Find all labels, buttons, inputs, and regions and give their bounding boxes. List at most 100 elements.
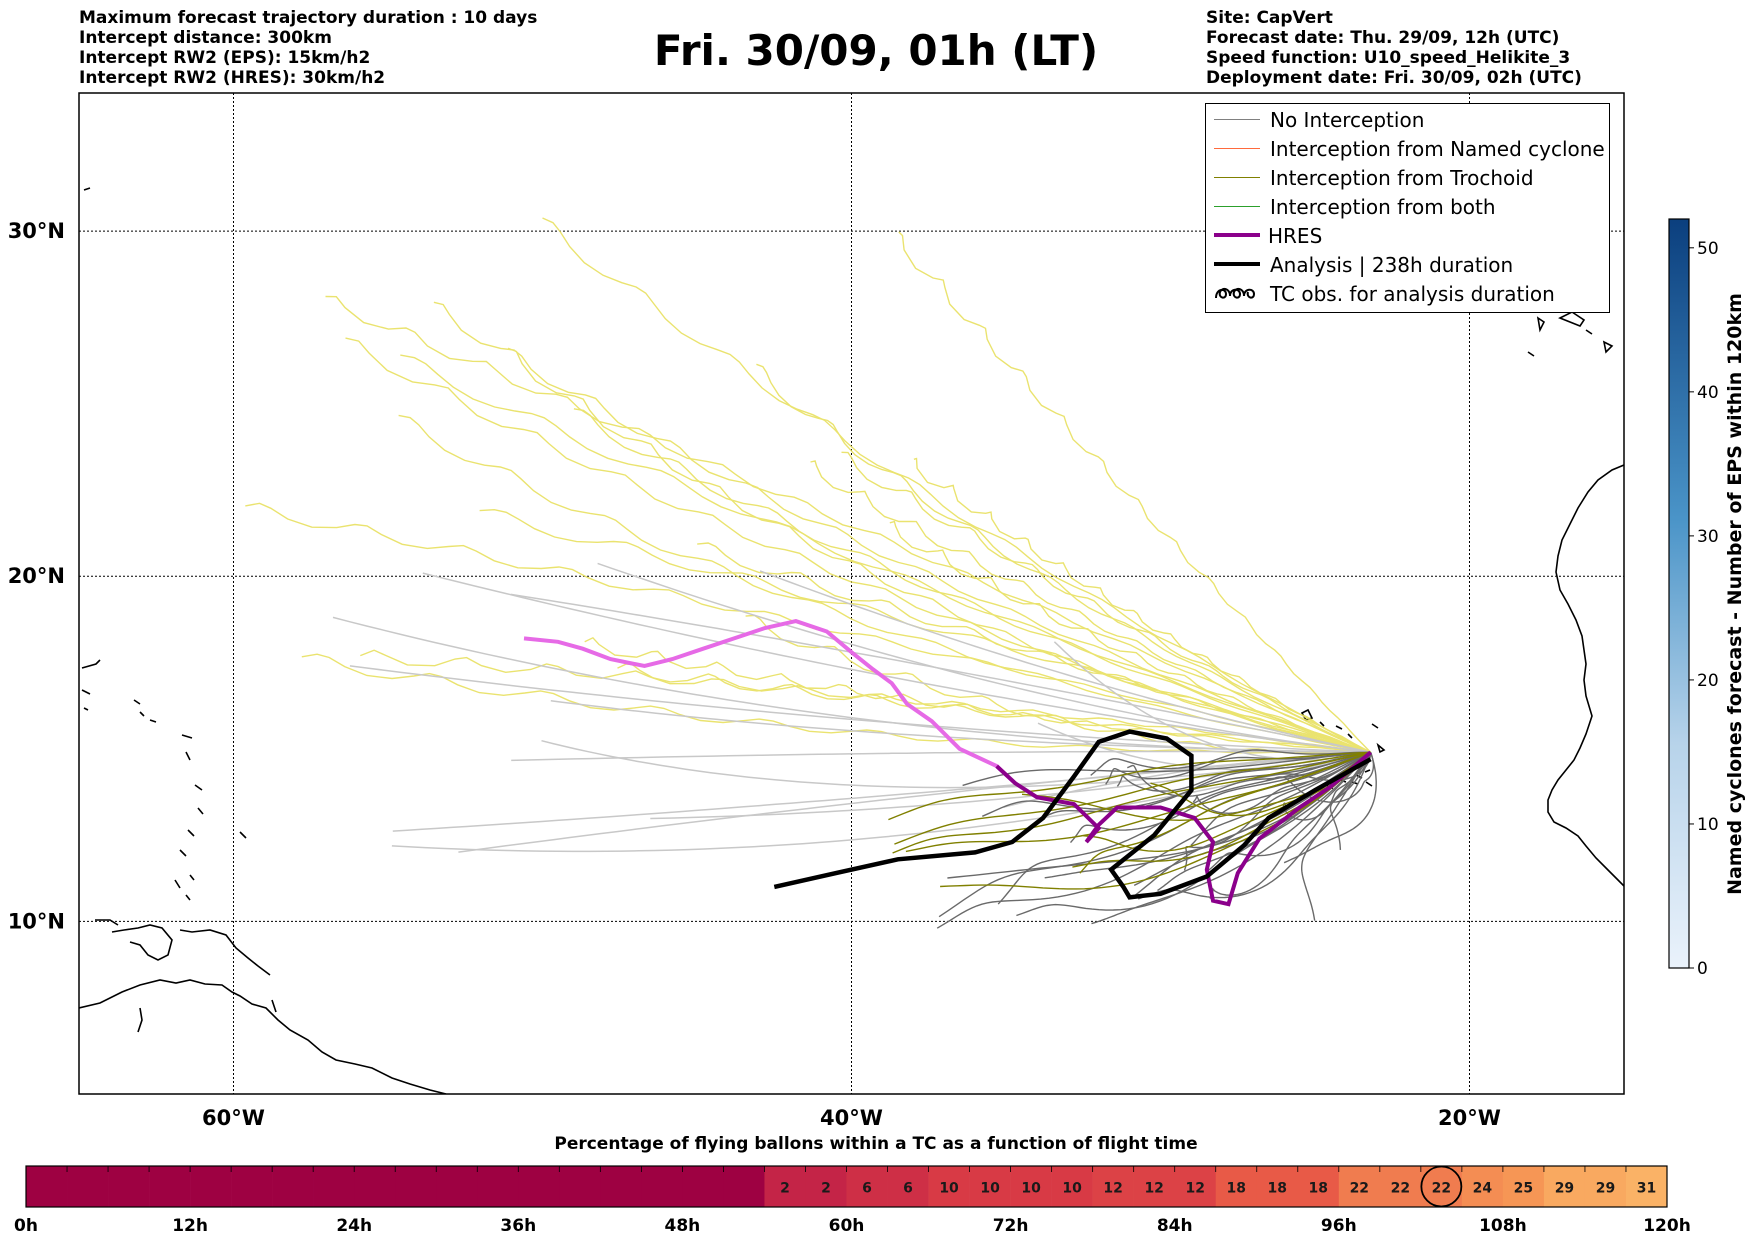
ensemble-trajectory <box>360 649 1371 753</box>
percentage-value: 25 <box>1514 1181 1533 1197</box>
legend-label: HRES <box>1268 224 1323 248</box>
percentage-cell <box>67 1166 109 1207</box>
ensemble-trajectory <box>892 751 1371 854</box>
ensemble-trajectory <box>617 663 1371 753</box>
map-gridlines <box>79 93 1624 1094</box>
ensemble-trajectory <box>1192 751 1371 815</box>
percentage-cell <box>108 1166 150 1207</box>
coastline-south-america <box>79 979 447 1094</box>
percentage-cell <box>846 1166 888 1207</box>
percentage-cell <box>805 1166 847 1207</box>
percentage-cell <box>1543 1166 1586 1207</box>
lat-tick-label: 10°N <box>8 909 65 933</box>
no-interception-ensemble-yellow <box>245 217 1372 755</box>
percentage-cell <box>1502 1166 1545 1207</box>
ensemble-trajectory <box>597 562 1371 754</box>
map-axis-labels: 60°W 40°W 20°W 10°N 20°N 30°N <box>8 219 1501 1130</box>
ensemble-trajectory <box>1282 751 1372 821</box>
lat-tick-label: 20°N <box>8 564 65 588</box>
percentage-value: 12 <box>1144 1181 1163 1197</box>
percentage-cell <box>1461 1166 1504 1207</box>
ensemble-trajectory <box>510 593 1371 754</box>
header-left-line: Intercept RW2 (EPS): 15km/h2 <box>79 48 371 68</box>
percentage-cell <box>1051 1166 1093 1207</box>
ensemble-trajectory <box>841 451 1371 753</box>
header-left: Maximum forecast trajectory duration : 1… <box>79 8 537 88</box>
ensemble-trajectory <box>759 570 1371 754</box>
ensemble-trajectory <box>332 616 1371 754</box>
legend-label: TC obs. for analysis duration <box>1270 282 1555 306</box>
ensemble-trajectory <box>391 751 1371 853</box>
percentage-value: 29 <box>1555 1181 1574 1197</box>
legend-line-hres <box>1214 233 1260 237</box>
header-left-line: Maximum forecast trajectory duration : 1… <box>79 8 538 28</box>
time-label: 108h <box>1479 1216 1527 1236</box>
percentage-cell <box>1133 1166 1175 1207</box>
percentage-value: 2 <box>821 1181 831 1197</box>
lon-tick-label: 60°W <box>202 1106 265 1130</box>
ensemble-trajectory <box>905 751 1371 853</box>
colorbar-ticks: 0 10 20 30 40 50 <box>1689 239 1719 979</box>
ensemble-trajectory <box>810 460 1371 753</box>
ensemble-trajectory <box>584 636 1371 753</box>
legend-loops-icon <box>1215 287 1256 299</box>
ensemble-trajectory <box>542 217 1371 753</box>
percentage-bar-frame <box>25 1165 1668 1208</box>
legend-line-both <box>1214 206 1260 207</box>
colorbar-tick-label: 10 <box>1697 815 1719 835</box>
percentage-value: 10 <box>980 1181 1000 1197</box>
ensemble-trajectory <box>1137 752 1372 900</box>
ensemble-trajectory <box>962 751 1371 787</box>
percentage-cell <box>928 1166 970 1207</box>
ensemble-trajectory <box>325 295 1371 753</box>
colorbar-label: Named cyclones forecast - Number of EPS … <box>1724 293 1746 895</box>
ensemble-trajectory <box>422 572 1371 754</box>
ensemble-trajectory <box>392 751 1371 832</box>
percentage-value: 18 <box>1268 1181 1287 1197</box>
percentage-value: 10 <box>939 1181 959 1197</box>
colorbar-tick-label: 40 <box>1697 383 1719 403</box>
percentage-cell <box>436 1166 478 1207</box>
map-plot-area <box>79 93 1624 1094</box>
ensemble-trajectory <box>1190 751 1371 846</box>
coastline-azores <box>83 187 1614 357</box>
legend-line-named-cyclone <box>1214 148 1260 149</box>
colorbar-gradient <box>1668 218 1690 969</box>
page-title: Fri. 30/09, 01h (LT) <box>653 26 1099 75</box>
percentage-cell <box>1584 1166 1627 1207</box>
no-interception-ensemble <box>936 749 1377 929</box>
time-label: 12h <box>172 1216 208 1236</box>
percentage-cell <box>1297 1166 1340 1207</box>
percentage-value: 31 <box>1637 1181 1656 1197</box>
colorbar: 0 10 20 30 40 50 Named cyclones forecast - Nu… <box>1668 218 1746 979</box>
ensemble-trajectory <box>433 301 1371 753</box>
percentage-cell <box>641 1166 683 1207</box>
coastline-caribbean <box>95 919 277 1033</box>
time-label: 84h <box>1157 1216 1193 1236</box>
percentage-cell <box>1092 1166 1134 1207</box>
percentage-cell <box>477 1166 519 1207</box>
analysis-track <box>773 729 1372 900</box>
ensemble-trajectory <box>573 408 1371 753</box>
coastlines <box>79 187 1624 1094</box>
percentage-cell <box>682 1166 724 1207</box>
percentage-cell <box>231 1166 273 1207</box>
ensemble-trajectory <box>756 363 1371 753</box>
percentage-value: 18 <box>1309 1181 1328 1197</box>
legend-line-no-interception <box>1214 119 1260 120</box>
legend-label: Interception from Named cyclone <box>1270 137 1605 161</box>
colorbar-tick-label: 30 <box>1697 527 1719 547</box>
ensemble-trajectory <box>541 739 1371 789</box>
header-right: Site: CapVert Forecast date: Thu. 29/09,… <box>1206 8 1582 88</box>
percentage-cell <box>1625 1166 1668 1207</box>
percentage-cell <box>969 1166 1011 1207</box>
time-label: 48h <box>665 1216 701 1236</box>
legend-label: Interception from both <box>1270 195 1496 219</box>
percentage-cell <box>764 1166 806 1207</box>
map-legend: No Interception Interception from Named … <box>1205 103 1610 313</box>
ensemble-trajectory <box>400 354 1371 753</box>
percentage-cell <box>149 1166 191 1207</box>
percentage-cell <box>1174 1166 1217 1207</box>
percentage-value: 10 <box>1062 1181 1082 1197</box>
percentage-value: 6 <box>903 1181 913 1197</box>
